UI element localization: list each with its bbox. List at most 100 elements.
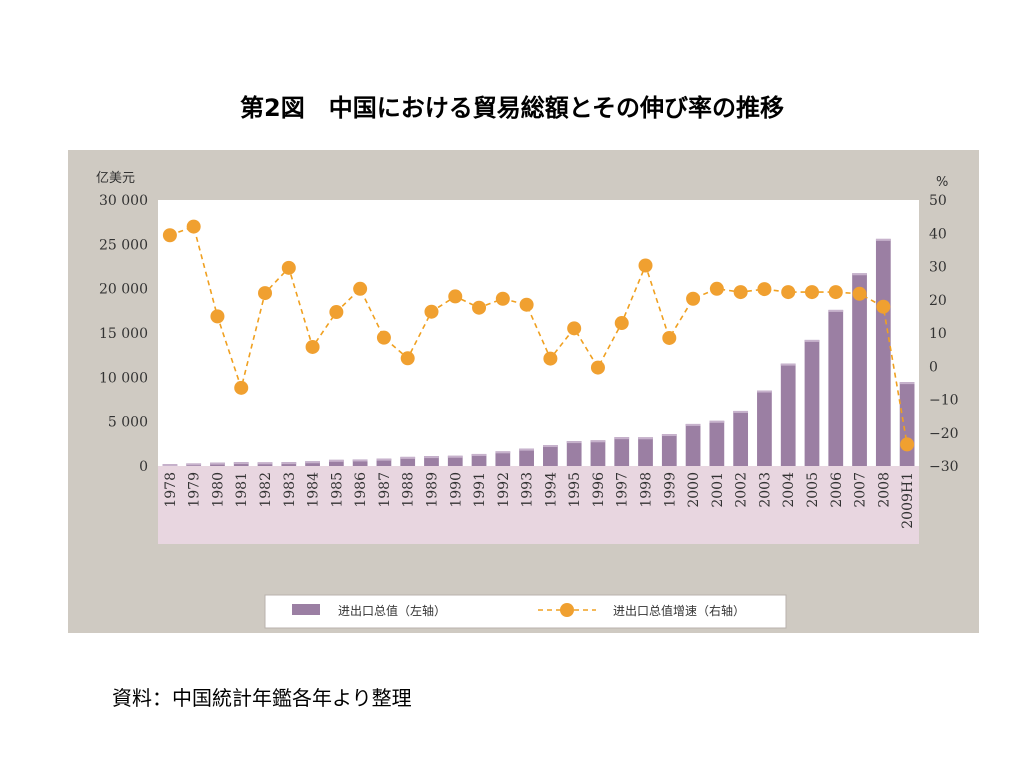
bar-cap-1980 bbox=[210, 462, 225, 465]
growth-point-1979 bbox=[186, 219, 201, 234]
growth-point-1981 bbox=[234, 380, 249, 395]
x-tick-label: 1982 bbox=[258, 472, 274, 508]
left-tick-label: 15 000 bbox=[99, 326, 148, 342]
x-tick-label: 2008 bbox=[876, 472, 892, 508]
right-tick-label: 20 bbox=[929, 293, 947, 309]
legend-marker-swatch bbox=[560, 603, 574, 617]
slide-title: 第2図 中国における貿易総額とその伸び率の推移 bbox=[240, 94, 784, 122]
growth-point-1995 bbox=[567, 321, 582, 336]
bar-2004 bbox=[780, 363, 796, 466]
chart-svg: 30 000 25 000 20 000 15 000 10 000 5 000 0 50 4… bbox=[96, 171, 959, 629]
growth-point-2002 bbox=[733, 285, 748, 300]
growth-point-1984 bbox=[305, 339, 320, 354]
growth-point-2008 bbox=[876, 299, 891, 314]
x-tick-label: 2003 bbox=[757, 472, 773, 508]
growth-point-1980 bbox=[210, 309, 225, 324]
bar-1994 bbox=[543, 445, 558, 466]
x-tick-label: 1991 bbox=[472, 472, 488, 508]
bar-1993 bbox=[519, 448, 534, 466]
bar-1995 bbox=[566, 441, 582, 466]
x-tick-label: 1985 bbox=[329, 472, 345, 508]
legend-box bbox=[264, 594, 787, 629]
growth-point-2001 bbox=[709, 281, 724, 296]
bar-2003 bbox=[757, 390, 772, 466]
bar-cap-2009H1 bbox=[899, 382, 915, 385]
bar-cap-1992 bbox=[495, 451, 511, 454]
bar-cap-1987 bbox=[376, 458, 392, 461]
bar-2009H1 bbox=[899, 382, 915, 466]
bar-cap-1998 bbox=[638, 437, 653, 440]
growth-point-1999 bbox=[662, 330, 677, 345]
x-tick-label: 2009H1 bbox=[900, 472, 916, 529]
bar-2001 bbox=[709, 420, 725, 466]
growth-point-1996 bbox=[590, 360, 605, 375]
growth-point-1998 bbox=[638, 258, 653, 273]
bar-cap-1993 bbox=[519, 448, 534, 451]
left-tick-label: 0 bbox=[139, 459, 148, 475]
bar-2007 bbox=[852, 273, 867, 466]
x-tick-label: 1987 bbox=[377, 472, 393, 508]
left-tick-label: 25 000 bbox=[99, 237, 148, 253]
bar-1998 bbox=[638, 437, 653, 466]
x-tick-label: 1997 bbox=[615, 472, 631, 508]
x-tick-label: 1990 bbox=[448, 472, 464, 508]
left-tick-label: 20 000 bbox=[99, 282, 148, 298]
x-tick-label: 1989 bbox=[424, 472, 440, 508]
bar-1999 bbox=[661, 434, 677, 466]
growth-point-1978 bbox=[162, 228, 177, 243]
bar-cap-1994 bbox=[543, 445, 558, 448]
bar-1991 bbox=[471, 453, 487, 466]
growth-point-1989 bbox=[424, 304, 439, 319]
growth-point-1982 bbox=[258, 286, 273, 301]
bar-2000 bbox=[685, 423, 701, 466]
bar-cap-2006 bbox=[828, 309, 844, 312]
right-tick-label: −30 bbox=[929, 459, 959, 475]
growth-point-2006 bbox=[828, 285, 843, 300]
legend-line-label: 进出口总值增速（右轴） bbox=[613, 603, 745, 618]
x-axis-band bbox=[158, 466, 919, 544]
bar-cap-1986 bbox=[352, 459, 368, 462]
bar-cap-2000 bbox=[685, 423, 701, 426]
x-tick-label: 1988 bbox=[401, 472, 417, 508]
bar-cap-1990 bbox=[447, 455, 463, 458]
bar-2002 bbox=[733, 410, 749, 466]
bar-cap-1999 bbox=[661, 434, 677, 437]
left-tick-label: 30 000 bbox=[99, 193, 148, 209]
growth-point-2009H1 bbox=[900, 437, 915, 452]
growth-point-2000 bbox=[686, 291, 701, 306]
growth-point-1997 bbox=[614, 316, 629, 331]
right-tick-label: 30 bbox=[929, 260, 947, 276]
growth-point-1990 bbox=[448, 289, 463, 304]
bar-cap-1985 bbox=[328, 459, 344, 462]
bar-cap-2005 bbox=[804, 339, 820, 342]
growth-line-series bbox=[162, 219, 915, 452]
growth-point-1985 bbox=[329, 305, 344, 320]
x-tick-label: 1983 bbox=[282, 472, 298, 508]
right-tick-label: 50 bbox=[929, 193, 947, 209]
left-tick-label: 5 000 bbox=[108, 415, 148, 431]
bar-cap-1991 bbox=[471, 453, 487, 456]
right-axis-unit: % bbox=[936, 175, 948, 190]
x-tick-label: 1994 bbox=[543, 472, 559, 508]
legend-bar-label: 进出口总值（左轴） bbox=[338, 603, 446, 618]
growth-point-2003 bbox=[757, 282, 772, 297]
bar-2006 bbox=[828, 309, 844, 466]
bar-series bbox=[162, 238, 915, 466]
bar-cap-2002 bbox=[733, 410, 749, 413]
bar-cap-1983 bbox=[281, 462, 297, 465]
x-tick-label: 1986 bbox=[353, 472, 369, 508]
growth-point-2005 bbox=[804, 285, 819, 300]
bar-cap-1978 bbox=[162, 464, 178, 466]
x-tick-label: 1984 bbox=[306, 472, 322, 508]
x-tick-label: 2006 bbox=[829, 472, 845, 508]
left-axis-ticks: 30 000 25 000 20 000 15 000 10 000 5 000 0 bbox=[99, 193, 148, 475]
x-tick-label: 1996 bbox=[591, 472, 607, 508]
growth-point-1988 bbox=[400, 351, 415, 366]
bar-cap-2004 bbox=[780, 363, 796, 366]
growth-point-1994 bbox=[543, 351, 558, 366]
bar-1996 bbox=[590, 440, 606, 466]
x-tick-label: 1998 bbox=[639, 472, 655, 508]
bar-1987 bbox=[376, 458, 392, 466]
bar-cap-1982 bbox=[257, 462, 273, 465]
bar-cap-1996 bbox=[590, 440, 606, 443]
